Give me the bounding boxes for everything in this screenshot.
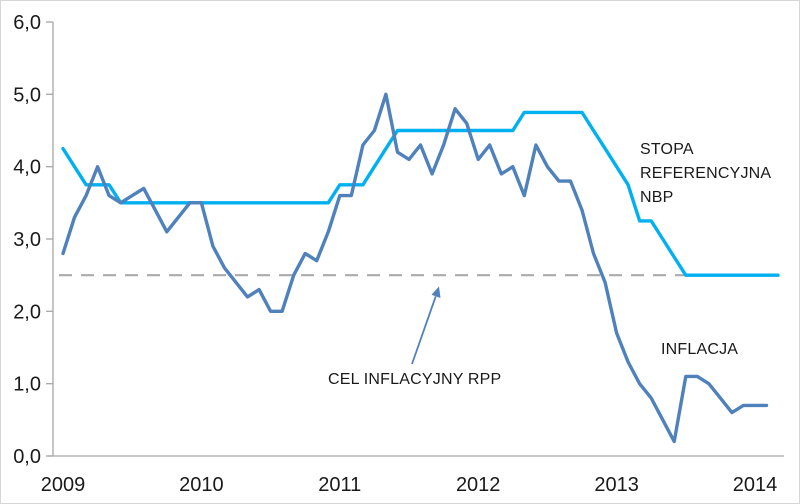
y-axis-tick-label: 5,0: [13, 84, 41, 106]
x-axis-tick-label: 2011: [318, 474, 361, 496]
y-axis-tick-label: 1,0: [13, 374, 41, 396]
y-axis-tick-label: 0,0: [13, 446, 41, 468]
x-axis-tick-label: 2012: [456, 474, 501, 496]
annotation-arrow-line: [411, 296, 437, 365]
series-label-stopa-referencyjna-nbp: STOPA REFERENCYJNA NBP: [640, 141, 771, 206]
x-axis-tick-label: 2010: [179, 474, 224, 496]
y-axis-tick-label: 6,0: [13, 12, 41, 34]
rate-line-stopa-referencyjna-nbp: [61, 110, 780, 277]
series-label-inflacja: INFLACJA: [661, 341, 739, 358]
inflation-line-inflacja: [61, 92, 769, 444]
x-axis-tick-label: 2013: [594, 474, 639, 496]
y-axis-tick-label: 2,0: [13, 301, 41, 323]
y-axis-tick-label: 3,0: [13, 229, 41, 251]
y-axis-tick-label: 4,0: [13, 157, 41, 179]
target-line-label-cel-inflacyjny-rpp: CEL INFLACYJNY RPP: [328, 371, 502, 388]
annotation-arrow-head: [431, 286, 441, 298]
x-axis-tick-label: 2014: [733, 474, 778, 496]
x-axis-tick-label: 2009: [41, 474, 86, 496]
